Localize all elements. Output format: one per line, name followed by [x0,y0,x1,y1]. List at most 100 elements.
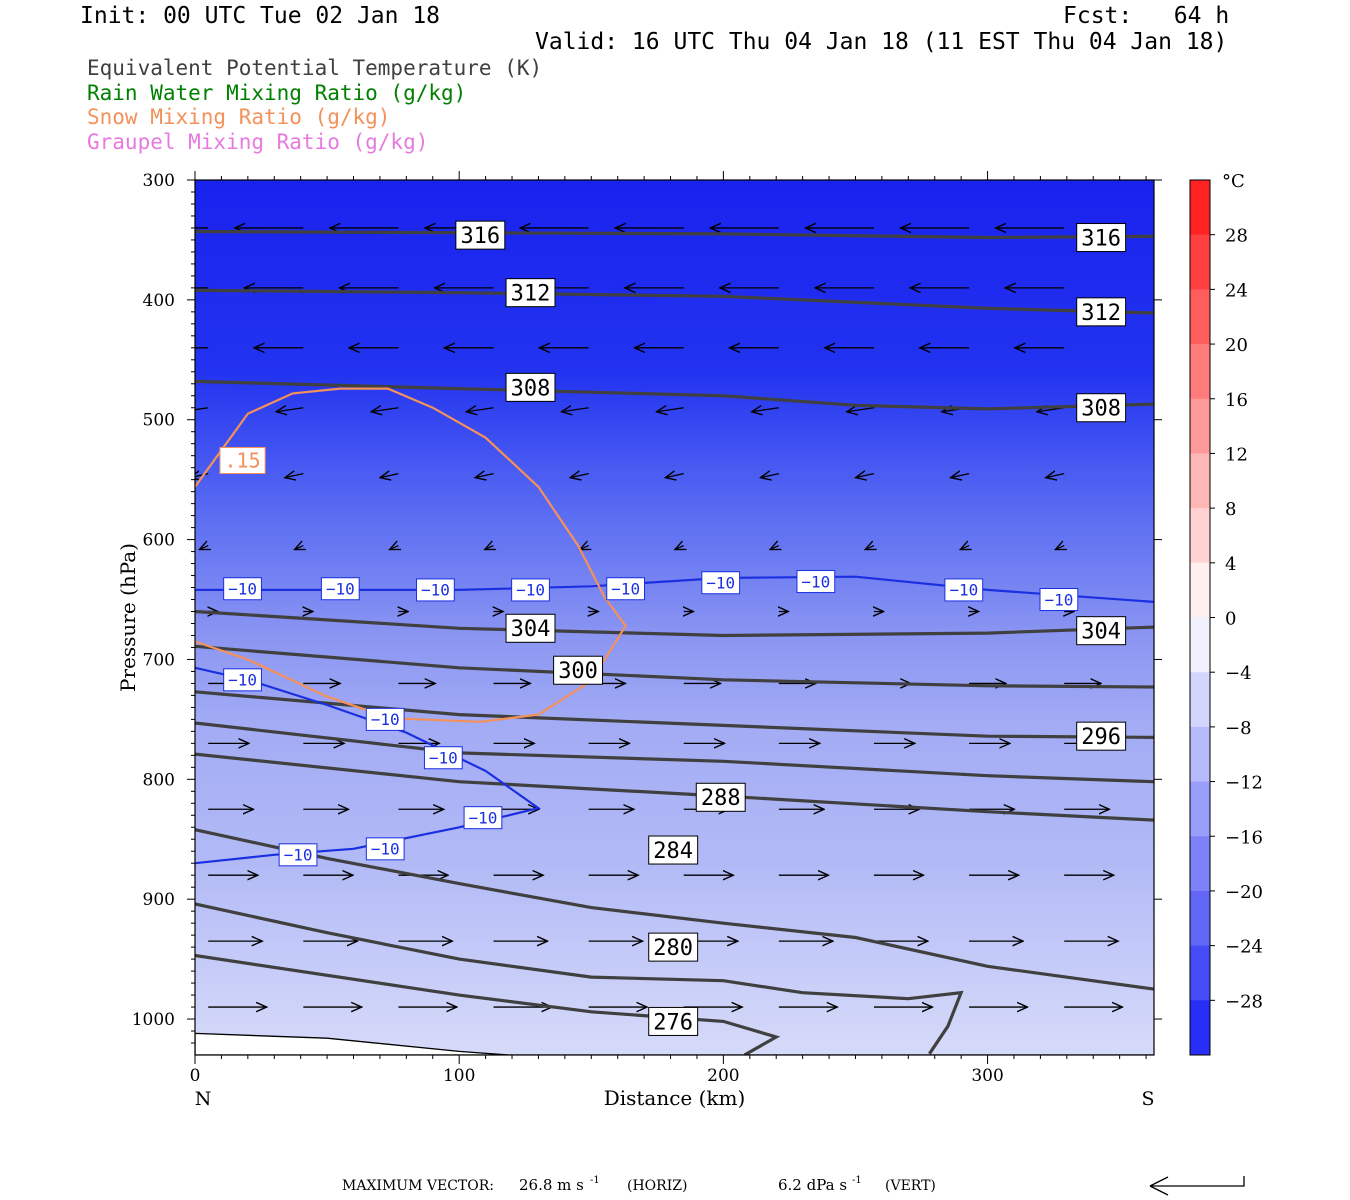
theta-e-label-304-text: 304 [1081,620,1121,645]
theta-e-label-280-box [648,932,699,962]
colorbar-label: 8 [1225,499,1236,520]
colorbar-segment [1190,562,1210,618]
legend-snow: Snow Mixing Ratio (g/kg) [87,105,391,129]
isotherm-label: −10 [1039,588,1079,612]
theta-e-label-308-box [1076,393,1127,423]
isotherm-label-box [223,577,262,601]
colorbar-label: −28 [1225,991,1263,1012]
theta-e-contour-292 [195,721,1154,784]
isotherm-label: −10 [365,707,405,731]
legend-theta-e: Equivalent Potential Temperature (K) [87,56,543,80]
isotherm-label-text: −10 [801,572,830,591]
theta-e-label-304-text: 304 [511,617,551,642]
snow-label-box [219,446,266,474]
theta-e-label-316: 316 [1076,223,1127,253]
isotherm-label-text: −10 [949,581,978,600]
isotherm-label: −10 [511,578,550,602]
theta-e-label-296-box [1076,721,1127,751]
isotherm-label-box [796,570,836,594]
isotherm-label-text: −10 [326,579,355,598]
isotherm-label: −10 [423,746,463,770]
colorbar-segment [1190,781,1210,837]
isotherm-label: −10 [944,578,984,602]
theta-e-label-312: 312 [1076,297,1127,327]
isotherm-label-box [511,578,550,602]
x-end-label-south: S [1141,1088,1154,1110]
wind-vector [856,474,875,478]
max-vector-arrow [1149,1176,1245,1196]
wind-vector [371,408,399,412]
theta-e-contour-308 [195,379,1154,411]
y-tick-label: 600 [143,531,175,551]
theta-e-contour-312 [195,288,1154,315]
colorbar-label: 16 [1225,390,1248,411]
theta-e-label-312-text: 312 [1081,301,1121,326]
wind-vector [960,546,969,550]
colorbar-label: −24 [1225,937,1263,958]
theta-e-label-300: 300 [553,655,604,685]
isotherm-label: −10 [223,577,262,601]
isotherm-label-text: −10 [228,579,257,598]
isotherm-label: −10 [606,577,646,601]
colorbar-unit: °C [1222,171,1245,192]
wind-vector [675,546,684,550]
theta-e-label-312: 312 [505,278,556,308]
colorbar-label: −16 [1225,827,1263,848]
forecast-hour: Fcst: 64 h [1063,3,1230,29]
theta-e-label-276-text: 276 [653,1010,693,1035]
wind-vector [847,408,875,412]
x-tick-label: 0 [190,1066,201,1086]
colorbar-segment [1190,617,1210,673]
isotherm-label: −10 [320,577,360,601]
theta-e-label-316-text: 316 [460,224,500,249]
isotherm-label: −10 [796,570,836,594]
wind-vector [865,546,874,550]
isotherm-label-text: −10 [611,579,640,598]
colorbar-segment [1190,289,1210,345]
colorbar-label: −20 [1225,882,1263,903]
isotherm-label-box [944,578,984,602]
x-tick-label: 200 [707,1066,739,1086]
y-axis-label: Pressure (hPa) [116,543,140,692]
colorbar-segment [1190,508,1210,564]
max-vector-horiz-exp: -1 [590,1175,600,1186]
theta-e-label-304: 304 [1076,616,1127,646]
theta-e-label-304: 304 [505,613,556,643]
theta-e-label-308-box [505,372,556,402]
isotherm-label-box [701,571,741,595]
isotherm-label-box [278,843,318,867]
wind-vector [561,408,589,412]
theta-e-label-308: 308 [1076,393,1127,423]
theta-e-label-312-box [505,278,556,308]
valid-time: Valid: 16 UTC Thu 04 Jan 18 (11 EST Thu … [535,29,1228,55]
theta-e-label-308-text: 308 [1081,397,1121,422]
x-end-label-north: N [195,1088,212,1110]
theta-e-label-288-text: 288 [701,786,741,811]
wind-vector [195,407,209,411]
wind-vector [485,546,494,550]
colorbar-segment [1190,836,1210,892]
init-time: Init: 00 UTC Tue 02 Jan 18 [80,3,441,29]
theta-e-contour-316 [195,229,1154,240]
colorbar-label: −12 [1225,773,1263,794]
theta-e-label-316: 316 [455,220,506,250]
wind-vector [285,474,304,478]
plot-frame [194,179,1155,1056]
colorbar-label: −4 [1225,663,1252,684]
y-tick-label: 400 [143,291,175,311]
theta-e-label-316-box [455,220,506,250]
colorbar-segment [1190,234,1210,290]
isotherm-label-box [1039,588,1079,612]
x-tick-label: 100 [443,1066,475,1086]
theta-e-label-300-box [553,655,604,685]
isotherm-label-text: −10 [706,573,735,592]
theta-e-label-296-text: 296 [1081,725,1121,750]
isotherm-label-text: −10 [516,581,545,600]
isotherm-label-box [606,577,646,601]
theta-e-label-304-box [505,613,556,643]
wind-vector [580,546,589,550]
theta-e-label-308: 308 [505,372,556,402]
colorbar-segment [1190,726,1210,783]
max-vector-vert-exp: -1 [852,1175,862,1186]
